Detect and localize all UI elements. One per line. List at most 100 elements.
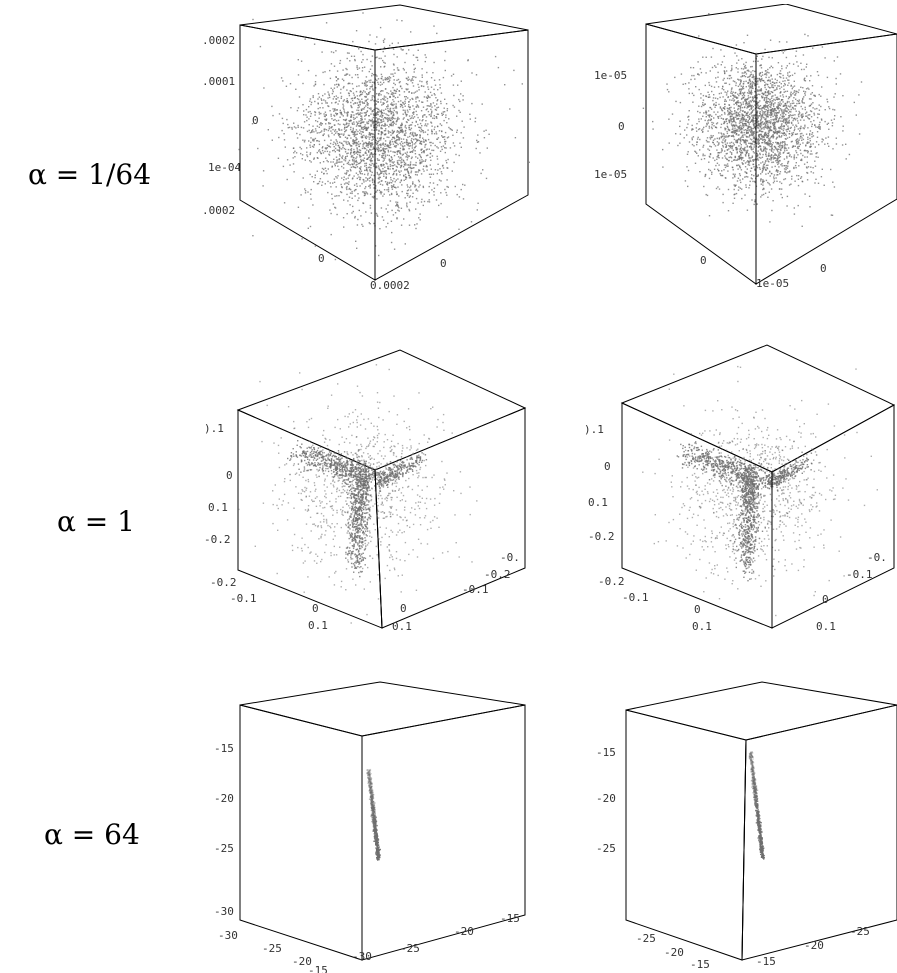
data-point — [666, 83, 668, 85]
data-point — [693, 74, 695, 77]
data-point — [698, 120, 700, 123]
data-point — [725, 144, 728, 146]
data-point — [356, 124, 358, 126]
data-point — [291, 128, 293, 130]
data-point — [321, 51, 323, 53]
data-point — [371, 129, 373, 131]
data-point — [765, 74, 768, 76]
data-point — [356, 122, 359, 124]
data-point — [702, 130, 704, 133]
data-point — [767, 122, 769, 124]
data-point — [763, 122, 766, 124]
data-point — [405, 127, 407, 129]
data-point — [395, 187, 397, 189]
data-point — [416, 223, 418, 225]
data-point — [378, 181, 381, 183]
data-point — [770, 140, 772, 142]
data-point — [796, 61, 798, 63]
data-point — [395, 191, 398, 193]
data-point — [740, 90, 742, 92]
data-point — [358, 67, 361, 69]
data-point — [756, 77, 759, 80]
data-point — [753, 114, 755, 116]
data-point — [786, 41, 788, 43]
data-point — [352, 155, 354, 157]
data-point — [801, 115, 803, 117]
data-point — [280, 77, 283, 79]
data-point — [743, 93, 745, 95]
data-point — [733, 96, 735, 98]
data-point — [748, 89, 750, 91]
data-point — [740, 144, 742, 146]
data-point — [335, 120, 338, 122]
data-point — [724, 113, 726, 115]
data-point — [353, 153, 356, 155]
data-point — [358, 143, 360, 146]
data-point — [345, 118, 348, 121]
data-point — [720, 108, 723, 110]
data-point — [299, 133, 301, 136]
data-point — [394, 164, 396, 166]
data-point — [379, 176, 381, 179]
data-point — [385, 226, 387, 228]
data-point — [773, 107, 776, 110]
data-point — [769, 127, 771, 130]
data-point — [414, 224, 416, 226]
data-point — [346, 114, 349, 116]
data-point — [386, 145, 388, 147]
data-point — [370, 107, 372, 109]
data-point — [739, 93, 741, 95]
data-point — [750, 89, 753, 91]
data-point — [346, 89, 348, 91]
data-point — [358, 85, 360, 87]
data-point — [762, 148, 765, 150]
data-point — [323, 113, 325, 115]
data-point — [345, 119, 347, 122]
data-point — [352, 87, 354, 90]
data-point — [396, 134, 399, 136]
data-point — [418, 153, 420, 156]
data-point — [762, 153, 764, 156]
data-point — [333, 146, 335, 148]
data-point — [783, 112, 785, 115]
data-point — [725, 82, 727, 84]
data-point — [444, 151, 446, 154]
data-point — [349, 60, 351, 62]
data-point — [733, 138, 736, 141]
data-point — [751, 149, 753, 151]
data-point — [384, 122, 386, 125]
data-point — [401, 145, 404, 147]
data-point — [761, 111, 764, 113]
data-point — [711, 121, 713, 124]
data-point — [414, 125, 416, 127]
data-point — [752, 117, 754, 119]
data-point — [756, 96, 758, 99]
data-point — [368, 134, 370, 136]
data-point — [415, 110, 417, 113]
data-point — [724, 66, 726, 69]
data-point — [428, 185, 430, 188]
data-point — [800, 176, 803, 178]
data-point — [749, 170, 752, 172]
data-point — [796, 133, 799, 135]
data-point — [709, 169, 712, 172]
data-point — [737, 126, 739, 128]
data-point — [785, 168, 787, 171]
data-point — [744, 111, 746, 113]
data-point — [318, 143, 321, 146]
data-point — [327, 161, 329, 163]
data-point — [727, 96, 729, 99]
data-point — [387, 222, 389, 225]
data-point — [390, 146, 392, 149]
data-point — [768, 140, 771, 142]
data-point — [364, 95, 366, 98]
data-point — [371, 144, 373, 146]
data-point — [358, 98, 360, 101]
data-point — [395, 105, 397, 107]
data-point — [770, 111, 773, 114]
data-point — [398, 127, 401, 130]
data-point — [754, 141, 756, 143]
data-point — [730, 152, 733, 154]
data-point — [375, 127, 377, 129]
data-point — [396, 118, 398, 120]
